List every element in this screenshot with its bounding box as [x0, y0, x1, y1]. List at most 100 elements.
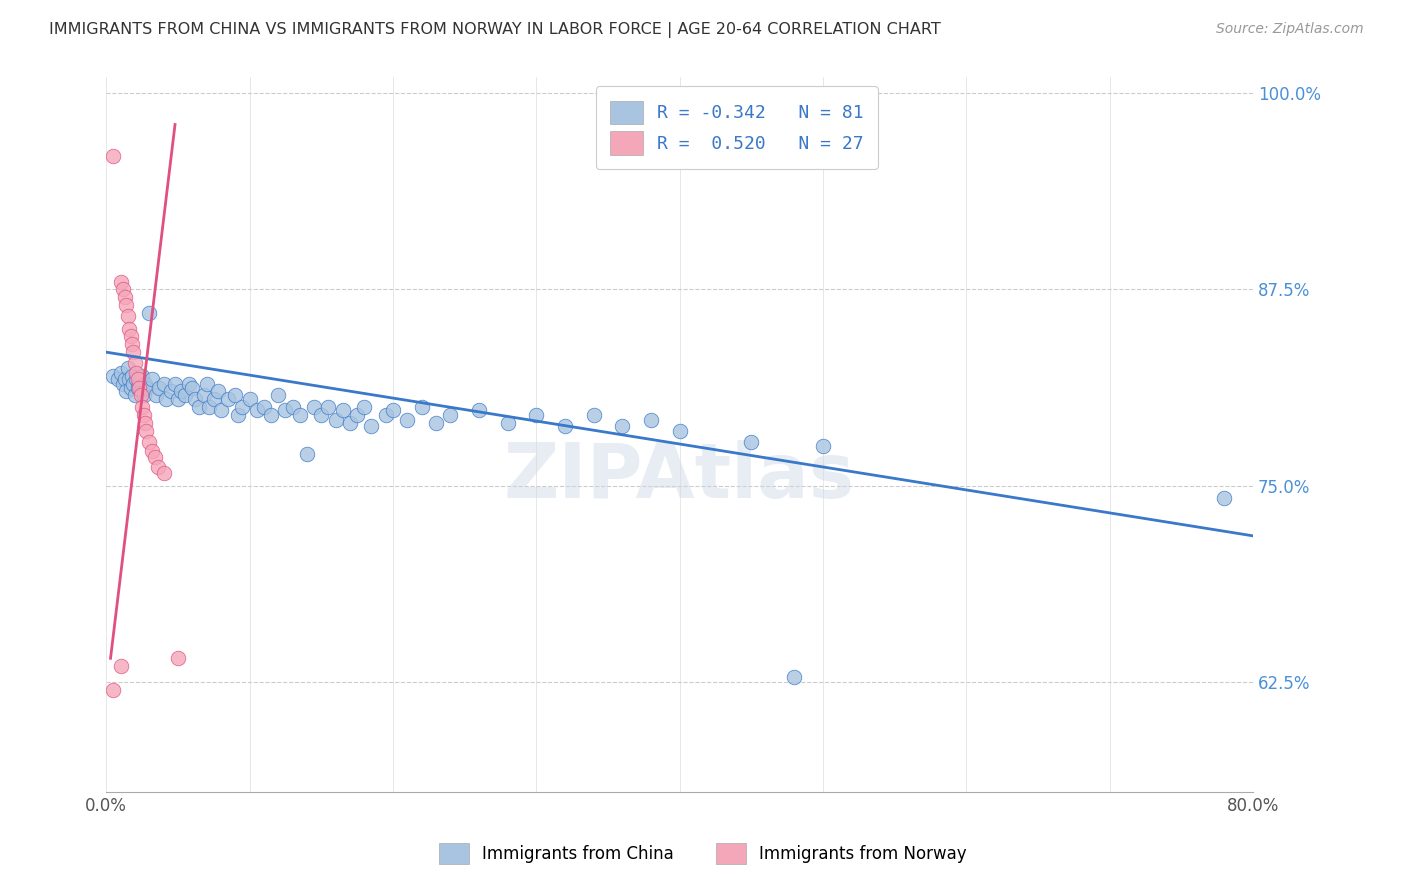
Point	[346, 408, 368, 422]
Point	[135, 424, 157, 438]
Legend: R = -0.342   N = 81, R =  0.520   N = 27: R = -0.342 N = 81, R = 0.520 N = 27	[596, 87, 879, 169]
Point	[112, 282, 135, 296]
Point	[425, 416, 447, 430]
Point	[114, 372, 136, 386]
Point	[195, 376, 218, 391]
Point	[267, 387, 290, 401]
Point	[740, 434, 762, 449]
Point	[110, 366, 132, 380]
Point	[141, 372, 163, 386]
Point	[110, 275, 132, 289]
Point	[226, 408, 249, 422]
Point	[612, 419, 634, 434]
Point	[238, 392, 260, 407]
Point	[281, 400, 304, 414]
Point	[125, 366, 148, 380]
Point	[117, 309, 139, 323]
Point	[124, 387, 146, 401]
Point	[179, 376, 201, 391]
Point	[131, 400, 153, 414]
Point	[253, 400, 276, 414]
Point	[174, 387, 197, 401]
Point	[1213, 491, 1236, 505]
Point	[134, 376, 156, 391]
Point	[127, 381, 149, 395]
Point	[167, 651, 190, 665]
Point	[148, 381, 170, 395]
Point	[127, 372, 149, 386]
Point	[318, 400, 340, 414]
Point	[302, 400, 325, 414]
Legend: Immigrants from China, Immigrants from Norway: Immigrants from China, Immigrants from N…	[433, 837, 973, 871]
Point	[339, 416, 361, 430]
Point	[103, 682, 125, 697]
Point	[582, 408, 605, 422]
Point	[288, 408, 311, 422]
Point	[115, 298, 138, 312]
Point	[360, 419, 382, 434]
Point	[181, 381, 204, 395]
Point	[134, 416, 156, 430]
Point	[217, 392, 239, 407]
Point	[193, 387, 215, 401]
Point	[138, 306, 160, 320]
Point	[125, 372, 148, 386]
Point	[131, 368, 153, 383]
Point	[112, 376, 135, 391]
Point	[496, 416, 519, 430]
Point	[207, 384, 229, 399]
Point	[159, 384, 181, 399]
Point	[524, 408, 547, 422]
Point	[170, 384, 193, 399]
Point	[353, 400, 375, 414]
Point	[132, 387, 155, 401]
Point	[115, 384, 138, 399]
Point	[110, 659, 132, 673]
Text: ZIPAtlas: ZIPAtlas	[503, 441, 855, 515]
Point	[128, 381, 150, 395]
Point	[260, 408, 283, 422]
Point	[396, 412, 419, 426]
Point	[554, 419, 576, 434]
Point	[103, 368, 125, 383]
Point	[167, 392, 190, 407]
Point	[121, 368, 143, 383]
Point	[152, 376, 174, 391]
Point	[141, 444, 163, 458]
Point	[122, 345, 145, 359]
Point	[295, 447, 318, 461]
Point	[120, 329, 142, 343]
Point	[783, 670, 806, 684]
Point	[163, 376, 186, 391]
Point	[439, 408, 461, 422]
Point	[231, 400, 253, 414]
Point	[468, 403, 491, 417]
Point	[124, 356, 146, 370]
Point	[146, 459, 169, 474]
Point	[120, 381, 142, 395]
Point	[145, 387, 167, 401]
Point	[246, 403, 269, 417]
Point	[143, 450, 166, 465]
Point	[640, 412, 662, 426]
Point	[325, 412, 347, 426]
Point	[668, 424, 690, 438]
Point	[118, 321, 141, 335]
Point	[198, 400, 221, 414]
Point	[138, 434, 160, 449]
Point	[309, 408, 332, 422]
Point	[202, 392, 225, 407]
Point	[135, 381, 157, 395]
Point	[332, 403, 354, 417]
Point	[224, 387, 246, 401]
Point	[129, 384, 152, 399]
Point	[117, 360, 139, 375]
Point	[132, 408, 155, 422]
Point	[103, 149, 125, 163]
Point	[374, 408, 396, 422]
Point	[114, 290, 136, 304]
Point	[274, 403, 297, 417]
Point	[152, 466, 174, 480]
Text: Source: ZipAtlas.com: Source: ZipAtlas.com	[1216, 22, 1364, 37]
Point	[811, 439, 834, 453]
